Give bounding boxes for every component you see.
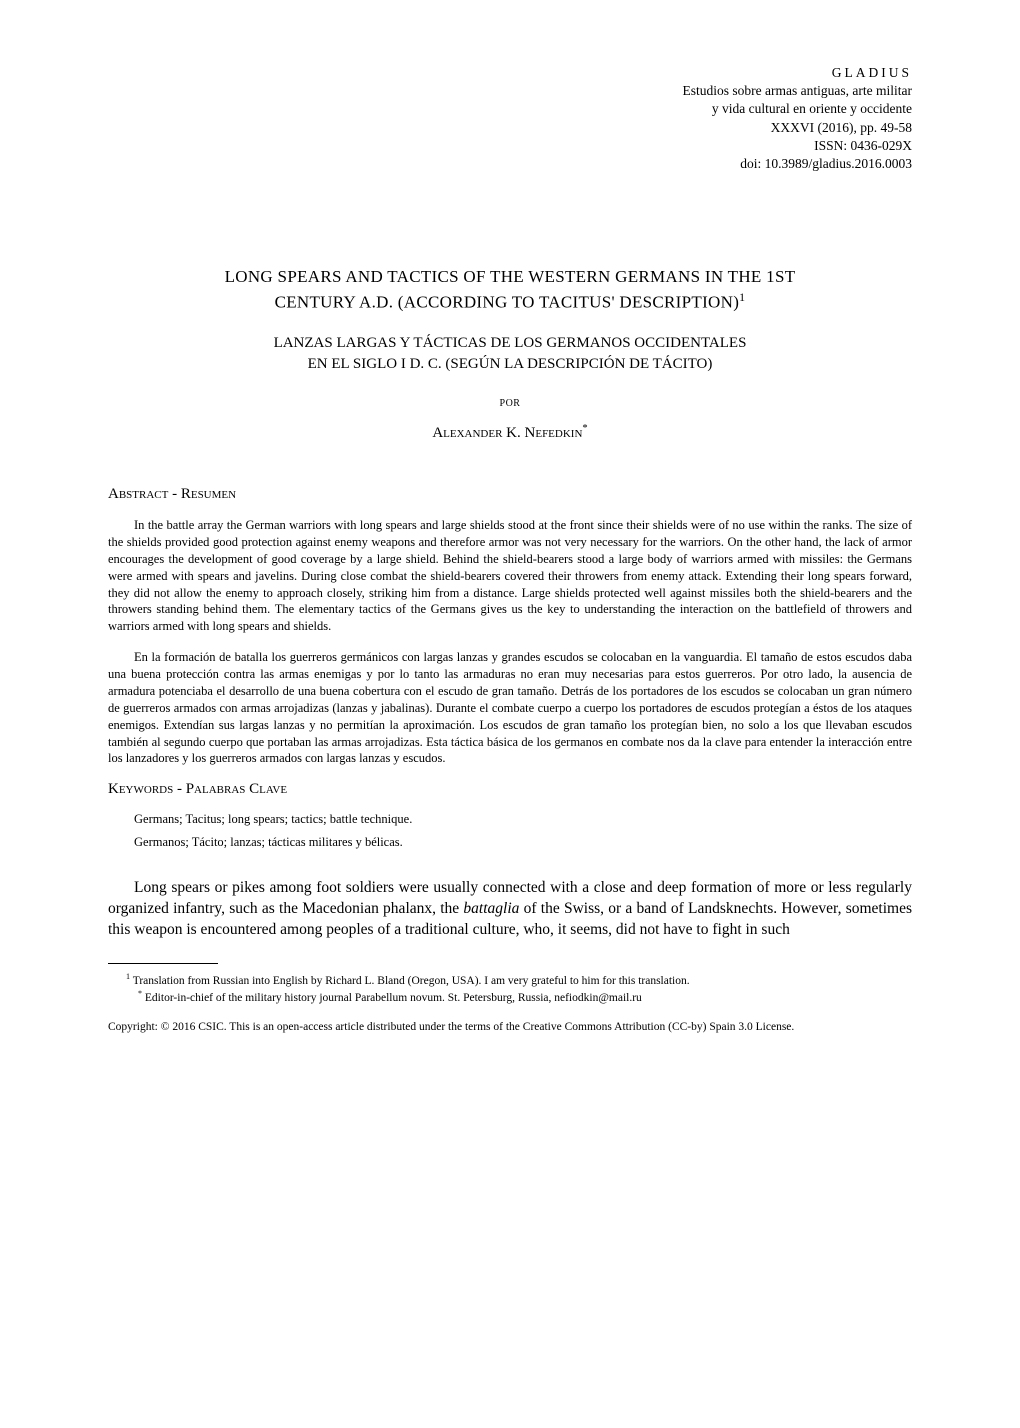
title-es-line1: LANZAS LARGAS Y TÁCTICAS DE LOS GERMANOS… (274, 335, 747, 351)
title-en-line2: CENTURY A.D. (ACCORDING TO TACITUS' DESC… (275, 293, 740, 312)
body-p1-italic: battaglia (463, 900, 519, 917)
journal-header: GLADIUS Estudios sobre armas antiguas, a… (108, 64, 912, 173)
journal-name: GLADIUS (108, 64, 912, 82)
footnote-star: * Editor-in-chief of the military histor… (108, 989, 912, 1006)
author-name: Alexander K. Nefedkin* (108, 423, 912, 442)
abstract-en: In the battle array the German warriors … (108, 517, 912, 635)
keywords-heading: Keywords - Palabras Clave (108, 781, 912, 798)
title-footnote-marker: 1 (739, 290, 745, 304)
article-title-en: LONG SPEARS AND TACTICS OF THE WESTERN G… (108, 265, 912, 314)
author-affiliation-marker: * (582, 423, 587, 434)
journal-subtitle-2: y vida cultural en oriente y occidente (108, 100, 912, 118)
author-name-text: Alexander K. Nefedkin (432, 425, 582, 441)
footnote-separator (108, 963, 218, 964)
body-paragraph-1: Long spears or pikes among foot soldiers… (108, 878, 912, 941)
journal-doi: doi: 10.3989/gladius.2016.0003 (108, 155, 912, 173)
por-label: POR (108, 398, 912, 409)
journal-subtitle-1: Estudios sobre armas antiguas, arte mili… (108, 82, 912, 100)
article-title-es: LANZAS LARGAS Y TÁCTICAS DE LOS GERMANOS… (108, 333, 912, 377)
keywords-es: Germanos; Tácito; lanzas; tácticas milit… (108, 835, 912, 850)
footnote-1-text: Translation from Russian into English by… (130, 975, 690, 987)
keywords-en: Germans; Tacitus; long spears; tactics; … (108, 812, 912, 827)
abstract-es: En la formación de batalla los guerreros… (108, 649, 912, 767)
footnote-star-text: Editor-in-chief of the military history … (142, 992, 642, 1004)
copyright-notice: Copyright: © 2016 CSIC. This is an open-… (108, 1020, 912, 1035)
abstract-heading: Abstract - Resumen (108, 486, 912, 503)
title-en-line1: LONG SPEARS AND TACTICS OF THE WESTERN G… (225, 267, 796, 286)
footnote-1: 1 Translation from Russian into English … (108, 972, 912, 989)
journal-issue: XXXVI (2016), pp. 49-58 (108, 119, 912, 137)
journal-issn: ISSN: 0436-029X (108, 137, 912, 155)
title-es-line2: EN EL SIGLO I D. C. (SEGÚN LA DESCRIPCIÓ… (308, 356, 713, 372)
